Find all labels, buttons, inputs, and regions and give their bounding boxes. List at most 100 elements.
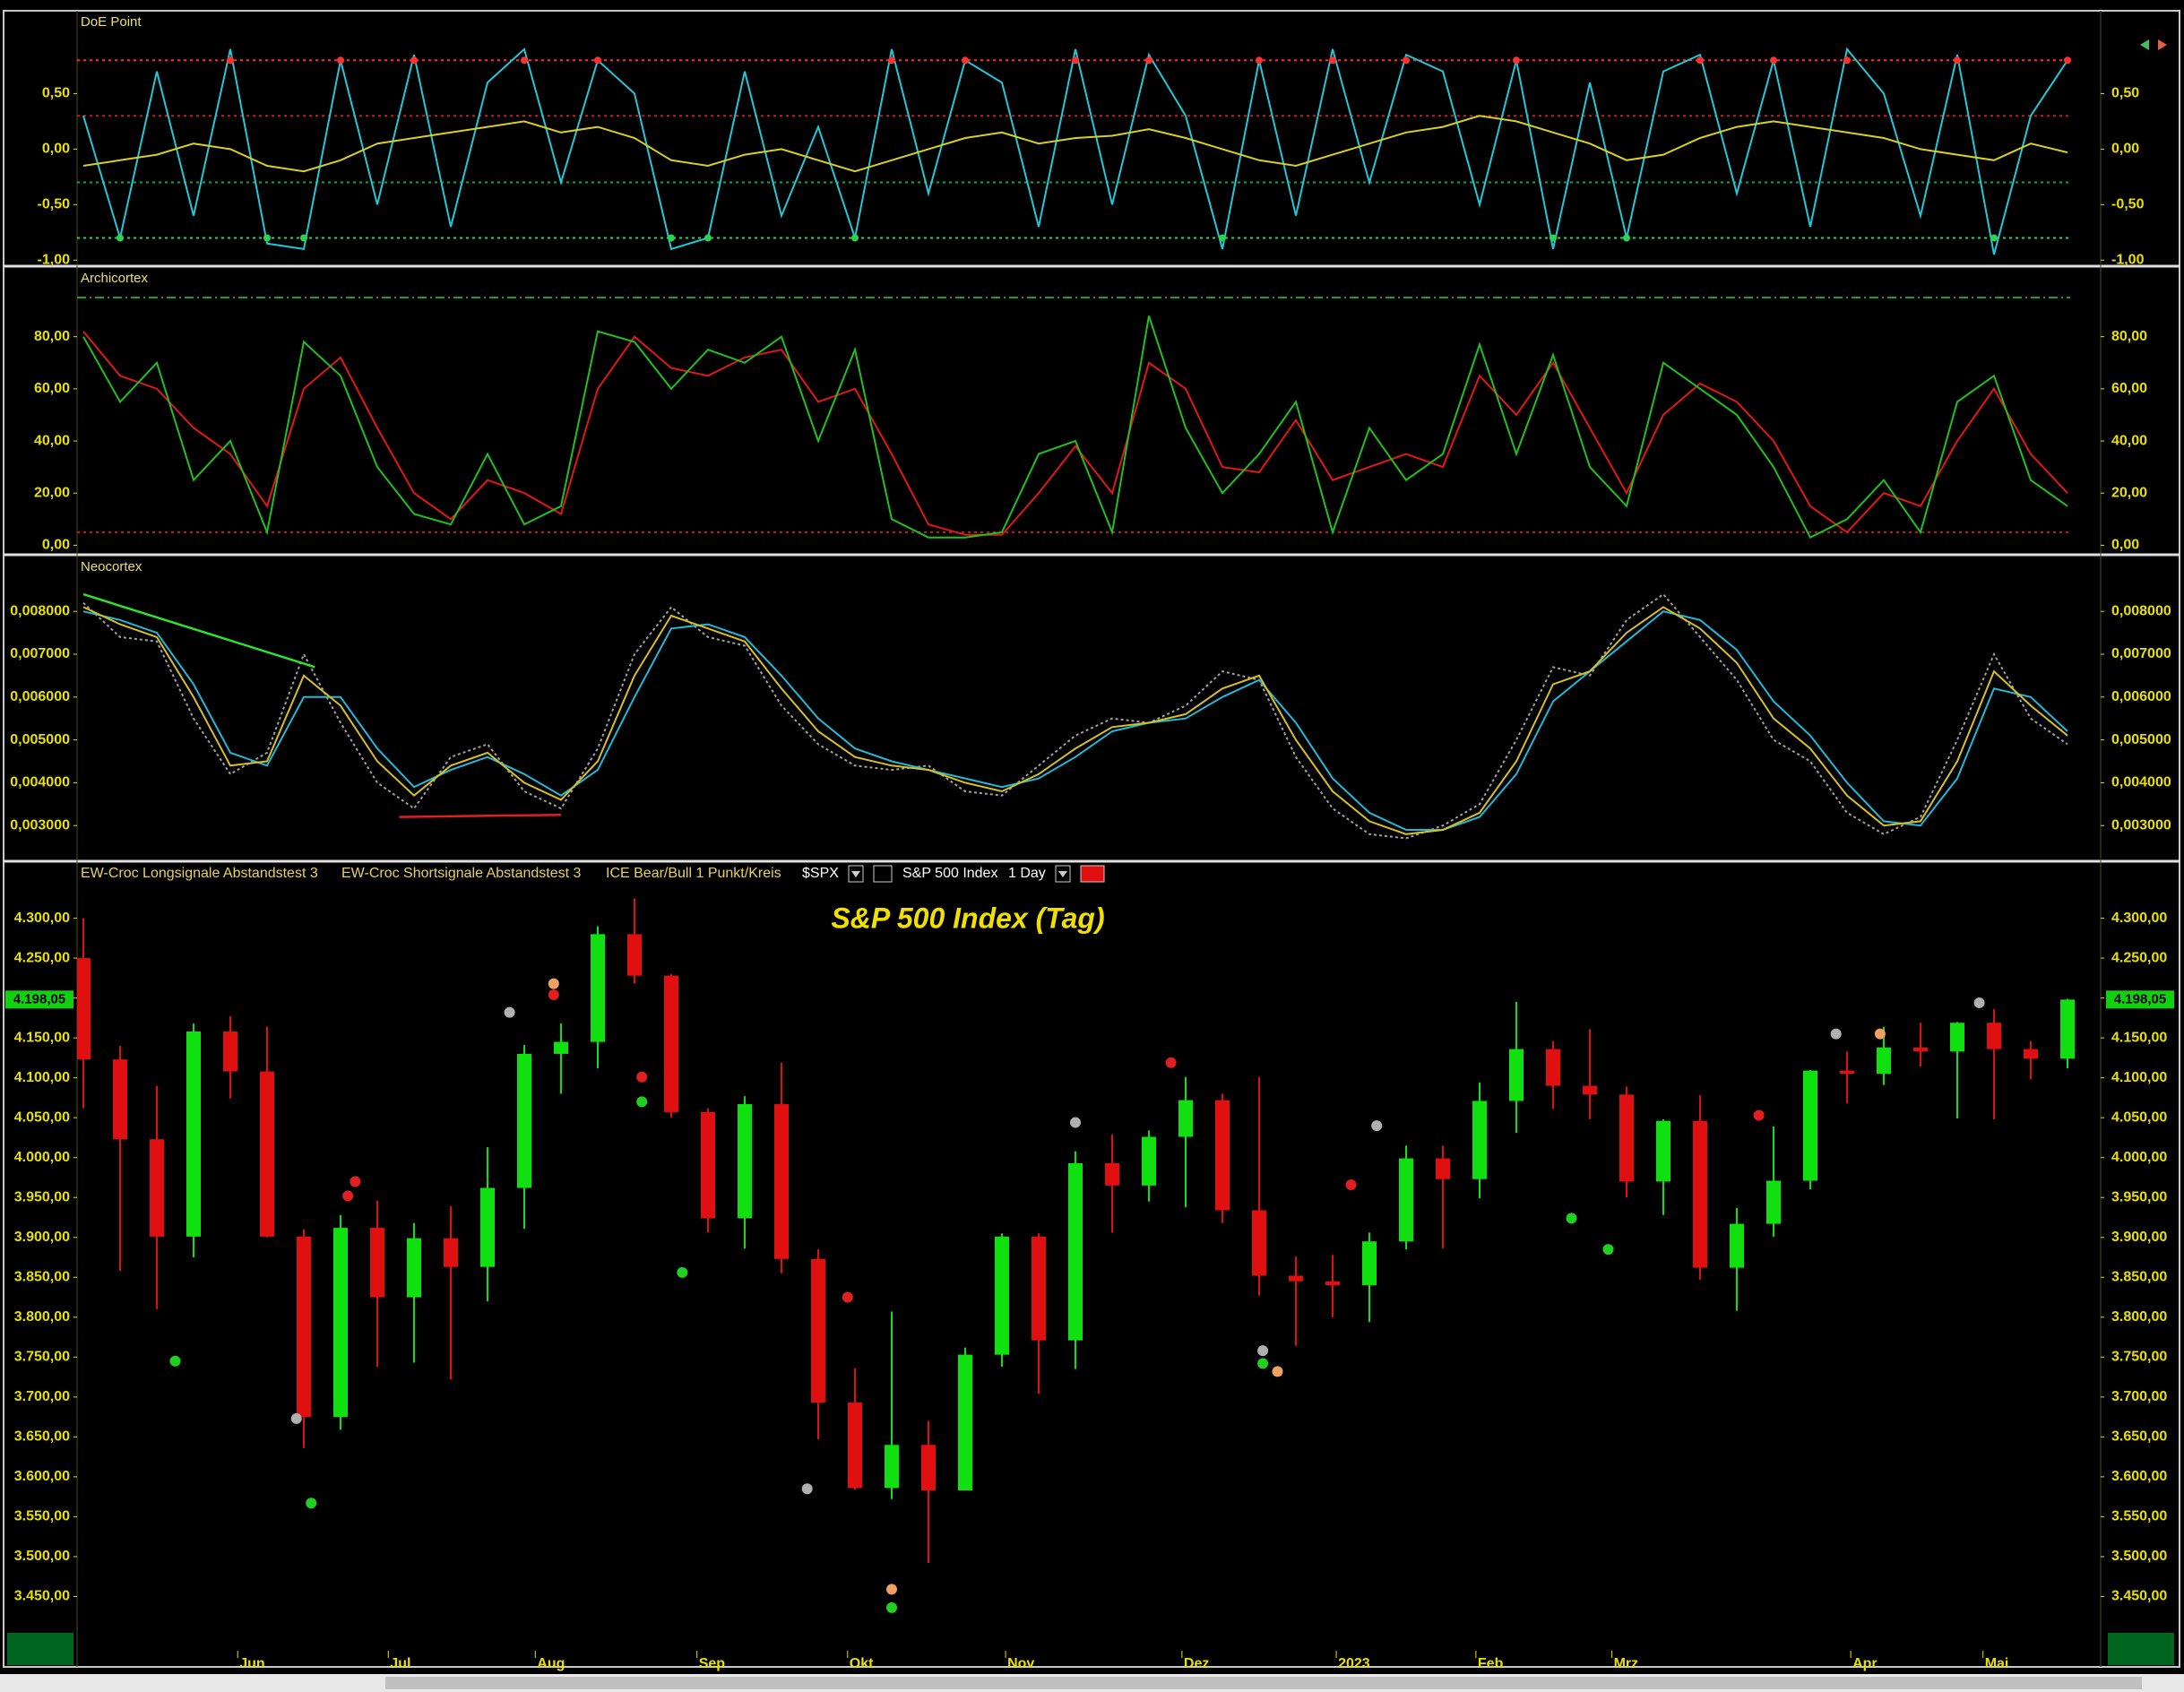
candle-body	[370, 1228, 384, 1298]
signal-marker	[677, 1266, 688, 1278]
trendline	[82, 592, 315, 669]
y-tick-label: 3.600,00	[14, 1469, 70, 1484]
candle-body	[1987, 1023, 2001, 1049]
signal-marker	[886, 1601, 897, 1613]
panel	[77, 297, 2070, 540]
x-tick-label: Feb	[1478, 1656, 1504, 1671]
y-tick-label: 3.900,00	[14, 1230, 70, 1245]
y-tick-label: 4.050,00	[14, 1109, 70, 1125]
series-line	[82, 610, 2068, 831]
signal-marker	[1257, 1345, 1269, 1357]
signal-marker	[1973, 997, 1985, 1008]
corner-icon[interactable]	[2140, 39, 2167, 50]
signal-marker	[350, 1176, 361, 1187]
series-line	[82, 331, 2068, 536]
close-button[interactable]	[1080, 865, 1105, 883]
signal-dot	[962, 56, 969, 65]
signal-dot	[263, 234, 271, 242]
period: 1 Day	[1008, 866, 1046, 881]
candle-body	[738, 1104, 752, 1219]
y-tick-label: 4.150,00	[14, 1030, 70, 1045]
trendline	[399, 813, 562, 818]
y-tick-label: 0,50	[42, 86, 70, 101]
candle-body	[333, 1228, 348, 1418]
candle-body	[627, 934, 642, 976]
signal-dot	[594, 56, 601, 65]
y-tick-label: 0,003000	[10, 817, 70, 833]
signal-dot	[337, 56, 344, 65]
series-line	[82, 606, 2068, 835]
x-tick-label: Jul	[390, 1656, 410, 1671]
panel	[82, 592, 2068, 840]
candle-body	[1877, 1047, 1891, 1075]
y-tick-label: 0,00	[2111, 142, 2139, 157]
dropdown-arrow	[851, 871, 860, 877]
candle-body	[995, 1236, 1009, 1355]
y-tick-label: 3.600,00	[2111, 1469, 2167, 1484]
signal-dot	[704, 234, 712, 242]
candle-body	[848, 1403, 862, 1489]
legend-entry: EW-Croc Shortsignale Abstandstest 3	[341, 866, 581, 881]
signal-dot	[1513, 56, 1520, 65]
series-line	[82, 47, 2068, 255]
signal-marker	[1753, 1109, 1765, 1121]
y-tick-label: 40,00	[34, 433, 70, 448]
y-tick-label: 4.000,00	[14, 1150, 70, 1165]
candle-body	[1436, 1158, 1450, 1179]
signal-dot	[1843, 56, 1851, 65]
series-line	[82, 115, 2068, 173]
candle-body	[1289, 1275, 1303, 1282]
candle-body	[407, 1238, 421, 1298]
signal-dot	[1954, 56, 1961, 65]
signal-marker	[306, 1498, 317, 1509]
dropdown[interactable]	[873, 865, 893, 883]
candle-body	[1362, 1241, 1377, 1286]
candle-body	[554, 1041, 568, 1054]
y-tick-label: 20,00	[2111, 485, 2147, 500]
y-tick-label: 3.850,00	[2111, 1269, 2167, 1284]
signal-dot	[1696, 56, 1704, 65]
y-tick-label: 3.700,00	[14, 1389, 70, 1404]
y-tick-label: 0,007000	[2111, 646, 2171, 661]
candle-body	[1068, 1162, 1083, 1341]
y-tick-label: 4.050,00	[2111, 1109, 2167, 1125]
candle-body	[701, 1111, 715, 1219]
signal-marker	[1345, 1178, 1357, 1190]
y-tick-label: 3.800,00	[2111, 1309, 2167, 1325]
signal-dot	[410, 56, 418, 65]
y-tick-label: 0,50	[2111, 86, 2139, 101]
candle-body	[1252, 1210, 1266, 1276]
last-price-box	[5, 990, 73, 1009]
candle-body	[811, 1258, 825, 1403]
y-tick-label: 4.100,00	[2111, 1070, 2167, 1085]
x-tick-label: 2023	[1338, 1656, 1370, 1671]
signal-dot	[668, 234, 675, 242]
signal-dot	[227, 56, 234, 65]
panel-title: Archicortex	[81, 271, 149, 286]
candle-body	[885, 1445, 899, 1489]
signal-dot	[2064, 56, 2071, 65]
y-tick-label: 3.450,00	[14, 1589, 70, 1604]
series-line	[82, 315, 2068, 540]
candle-body	[1656, 1120, 1670, 1182]
y-tick-label: 3.650,00	[2111, 1429, 2167, 1445]
y-tick-label: 0,005000	[2111, 732, 2171, 747]
last-price-label: 4.198,05	[13, 991, 65, 1006]
candle-body	[1730, 1223, 1744, 1268]
signal-dot	[1623, 234, 1630, 242]
y-tick-label: 3.850,00	[14, 1269, 70, 1284]
scrollbar-thumb[interactable]	[385, 1677, 2142, 1689]
signal-marker	[1165, 1057, 1177, 1068]
status-box	[2108, 1633, 2174, 1665]
y-tick-label: 4.300,00	[2111, 911, 2167, 926]
signal-marker	[1371, 1120, 1383, 1132]
y-tick-label: -0,50	[38, 197, 71, 212]
signal-marker	[342, 1190, 354, 1202]
candle-body	[1105, 1162, 1119, 1186]
candle-body	[1619, 1094, 1634, 1182]
y-tick-label: 4.000,00	[2111, 1150, 2167, 1165]
frames	[3, 10, 2180, 1668]
symbol[interactable]: $SPX	[802, 866, 839, 881]
